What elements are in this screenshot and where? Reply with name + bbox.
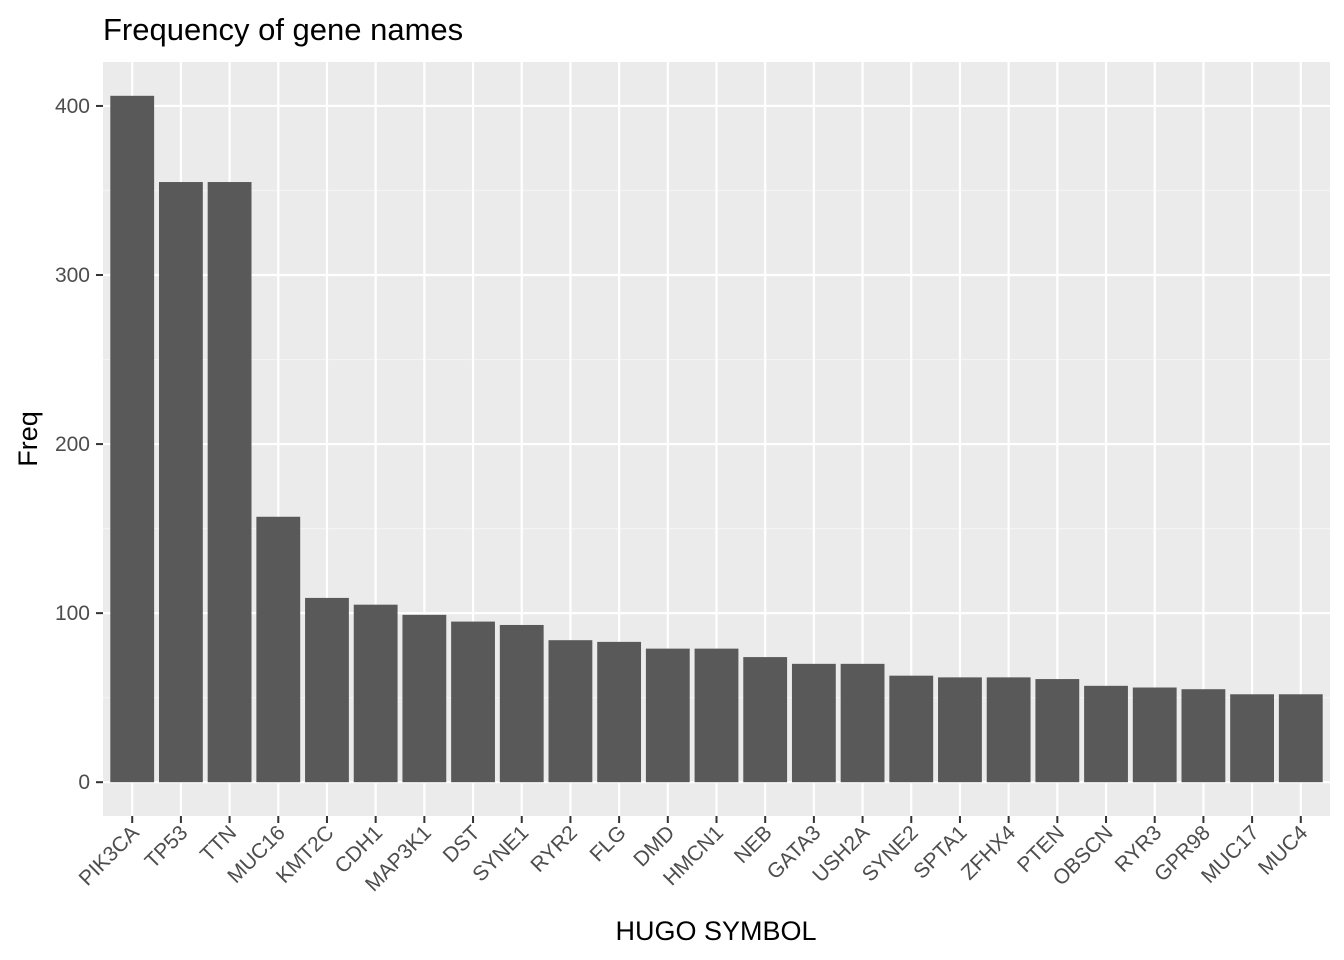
bar-dst [451, 621, 495, 783]
y-tick-label: 100 [55, 602, 90, 625]
bar-kmt2c [305, 597, 349, 783]
bar-ttn [207, 182, 252, 783]
y-axis-title: Freq [13, 411, 43, 467]
x-axis-title: HUGO SYMBOL [615, 916, 816, 946]
y-tick-label: 300 [55, 264, 90, 287]
bar-gpr98 [1181, 689, 1226, 783]
x-tick-label: TP53 [141, 821, 193, 873]
bar-gata3 [791, 663, 836, 783]
bar-ryr3 [1132, 687, 1177, 783]
bar-syne2 [889, 675, 934, 783]
y-axis: 0 100 200 300 400 [55, 95, 103, 794]
x-tick-label: ZFHX4 [957, 821, 1021, 885]
bar-muc16 [256, 516, 301, 783]
bar-pik3ca [110, 95, 155, 783]
x-tick-label: FLG [586, 821, 631, 866]
y-tick-label: 0 [78, 771, 90, 794]
x-tick-label: RYR2 [526, 821, 582, 877]
bar-obscn [1084, 685, 1128, 783]
bar-hmcn1 [694, 648, 739, 783]
y-tick-label: 200 [55, 433, 90, 456]
bar-cdh1 [353, 604, 398, 783]
bar-ush2a [840, 663, 885, 783]
bar-syne1 [499, 624, 544, 783]
x-tick-label: PIK3CA [75, 821, 144, 890]
bar-ryr2 [548, 640, 593, 783]
bar-tp53 [158, 182, 203, 783]
y-tick-label: 400 [55, 95, 90, 118]
bar-neb [743, 657, 788, 783]
bar-dmd [645, 648, 690, 783]
bars [110, 95, 1323, 783]
x-tick-label: MUC4 [1254, 821, 1313, 880]
bar-spta1 [938, 677, 982, 783]
bar-muc4 [1278, 694, 1323, 783]
bar-zfhx4 [986, 677, 1031, 783]
bar-pten [1035, 679, 1080, 783]
bar-map3k1 [402, 614, 447, 783]
chart-title: Frequency of gene names [103, 12, 463, 47]
bar-flg [597, 641, 642, 783]
bar-muc17 [1230, 694, 1275, 783]
